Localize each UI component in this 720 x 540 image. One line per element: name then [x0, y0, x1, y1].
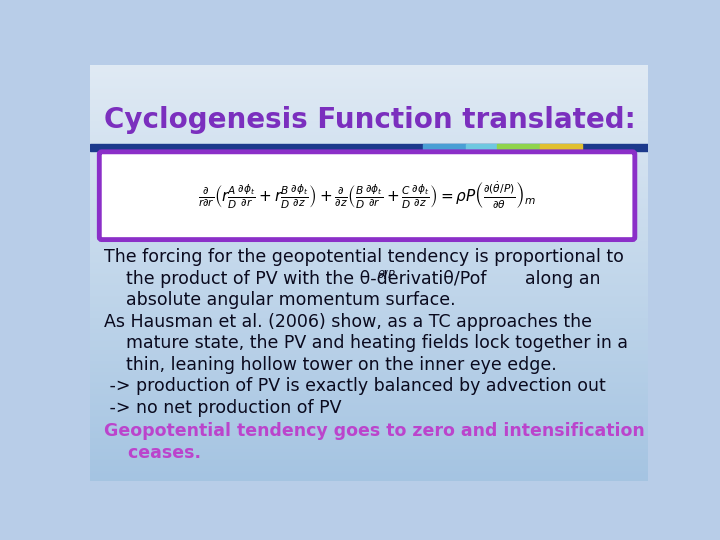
Bar: [423, 144, 466, 151]
Text: ceases.: ceases.: [104, 444, 201, 462]
Text: $\frac{\partial}{r\partial r}\left(r\frac{A}{D}\frac{\partial\phi_t}{\partial r}: $\frac{\partial}{r\partial r}\left(r\fra…: [198, 180, 536, 211]
Text: $\theta/P$: $\theta/P$: [377, 268, 396, 281]
Text: the product of PV with the θ-derivatiθ/Pof       along an: the product of PV with the θ-derivatiθ/P…: [104, 269, 600, 288]
Bar: [466, 144, 497, 151]
Bar: [90, 144, 648, 151]
Text: mature state, the PV and heating fields lock together in a: mature state, the PV and heating fields …: [104, 334, 628, 352]
Text: thin, leaning hollow tower on the inner eye edge.: thin, leaning hollow tower on the inner …: [104, 356, 557, 374]
FancyBboxPatch shape: [99, 152, 635, 240]
Bar: [497, 144, 539, 151]
Text: As Hausman et al. (2006) show, as a TC approaches the: As Hausman et al. (2006) show, as a TC a…: [104, 313, 592, 330]
Text: The forcing for the geopotential tendency is proportional to: The forcing for the geopotential tendenc…: [104, 248, 624, 266]
Text: -> production of PV is exactly balanced by advection out: -> production of PV is exactly balanced …: [104, 377, 606, 395]
Text: -> no net production of PV: -> no net production of PV: [104, 399, 341, 417]
Text: Cyclogenesis Function translated:: Cyclogenesis Function translated:: [104, 106, 636, 134]
Bar: [539, 144, 582, 151]
Text: absolute angular momentum surface.: absolute angular momentum surface.: [104, 291, 456, 309]
Text: Geopotential tendency goes to zero and intensification: Geopotential tendency goes to zero and i…: [104, 422, 644, 440]
